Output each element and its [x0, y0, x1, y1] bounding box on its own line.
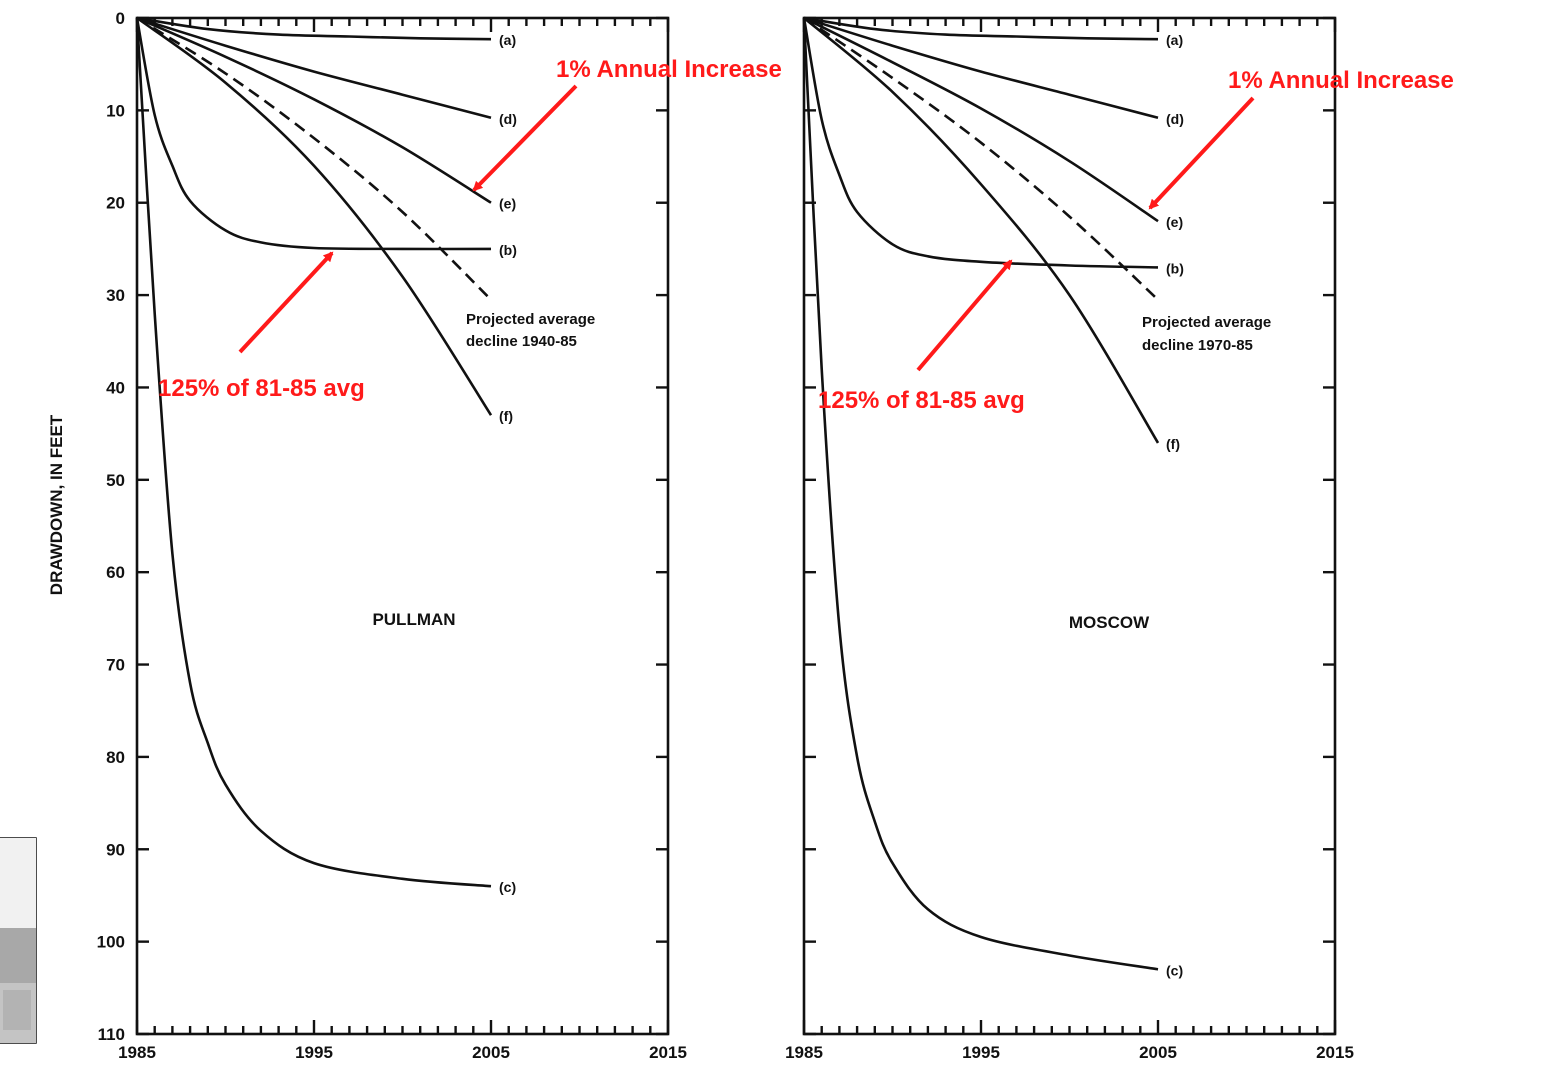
- series-line: [135, 17, 492, 251]
- y-tick-label: 50: [106, 471, 125, 490]
- series-line: [136, 16, 492, 120]
- photo-thumbnail: [0, 837, 37, 1044]
- series-label: (e): [1166, 214, 1183, 230]
- plot-frame: [135, 16, 670, 1036]
- y-tick-label: 100: [97, 933, 125, 952]
- series-line: [136, 16, 492, 301]
- x-tick-label: 1985: [785, 1043, 823, 1062]
- y-tick-label: 20: [106, 194, 125, 213]
- plot-frame: [802, 16, 1337, 1036]
- series-line: [803, 17, 1160, 444]
- series-label: (c): [1166, 962, 1183, 978]
- chart-panel-pullman: 0 10 20 30 40 50 60 70 80 90 100 110 1985 1995 2005 20…: [97, 9, 782, 1062]
- series-line: [802, 17, 1159, 269]
- series-label: (b): [1166, 260, 1184, 276]
- series-label: (e): [499, 196, 516, 212]
- series-label: (d): [1166, 111, 1184, 127]
- y-tick-label: 80: [106, 748, 125, 767]
- note-line-2: decline 1970-85: [1142, 337, 1253, 354]
- series-line: [803, 16, 1159, 120]
- series-labels: (a) (d) (e) (b) (f) (c): [499, 32, 517, 895]
- series-line: [803, 16, 1159, 223]
- annotation-annual-increase: 1% Annual Increase: [1228, 67, 1454, 94]
- annotation-arrow-125-percent: [916, 259, 1013, 372]
- x-tick-labels: 1985 1995 2005 2015: [118, 1043, 687, 1062]
- x-tick-label: 1985: [118, 1043, 156, 1062]
- series-label: (c): [499, 879, 516, 895]
- series-label: (b): [499, 242, 517, 258]
- series-label: (f): [1166, 436, 1180, 452]
- y-tick-label: 40: [106, 378, 125, 397]
- series-line: [136, 16, 492, 41]
- y-tick-labels: 0 10 20 30 40 50 60 70 80 90 100 110: [97, 9, 125, 1044]
- y-axis-label: DRAWDOWN, IN FEET: [47, 414, 66, 595]
- x-tick-label: 2015: [649, 1043, 687, 1062]
- series-lines: [802, 16, 1160, 971]
- series-label: (a): [1166, 32, 1183, 48]
- y-tick-label: 30: [106, 286, 125, 305]
- series-line: [803, 16, 1159, 41]
- series-label: (a): [499, 32, 516, 48]
- x-tick-label: 2005: [472, 1043, 510, 1062]
- series-label: (d): [499, 111, 517, 127]
- y-tick-label: 0: [116, 9, 125, 28]
- x-tick-label: 1995: [295, 1043, 333, 1062]
- note-line-2: decline 1940-85: [466, 333, 577, 350]
- series-label: (f): [499, 408, 513, 424]
- tick-marks: [135, 16, 670, 1036]
- panel-title: PULLMAN: [372, 610, 455, 629]
- y-tick-label: 110: [98, 1025, 125, 1044]
- y-tick-label: 70: [106, 656, 125, 675]
- x-tick-labels: 1985 1995 2005 2015: [785, 1043, 1354, 1062]
- x-tick-label: 1995: [962, 1043, 1000, 1062]
- y-tick-label: 60: [106, 563, 125, 582]
- panel-title: MOSCOW: [1069, 613, 1150, 632]
- y-tick-label: 90: [106, 840, 125, 859]
- note-line-1: Projected average: [1142, 314, 1271, 331]
- series-line: [802, 17, 1159, 971]
- series-line: [136, 16, 492, 204]
- note-line-1: Projected average: [466, 311, 595, 328]
- annotation-125-percent: 125% of 81-85 avg: [818, 387, 1025, 414]
- chart-panel-moscow: 1985 1995 2005 2015 (a) (d) (e) (b) (f) (c) MOSC…: [785, 16, 1454, 1062]
- series-lines: [135, 16, 493, 888]
- tick-marks: [802, 16, 1337, 1036]
- series-line: [136, 16, 493, 416]
- series-line: [803, 16, 1159, 301]
- series-line: [135, 17, 492, 888]
- x-tick-label: 2005: [1139, 1043, 1177, 1062]
- annotation-annual-increase: 1% Annual Increase: [556, 56, 782, 83]
- annotation-arrow-annual-increase: [472, 84, 578, 192]
- annotation-arrow-125-percent: [238, 251, 334, 354]
- annotation-arrow-annual-increase: [1148, 96, 1255, 210]
- series-labels: (a) (d) (e) (b) (f) (c): [1166, 32, 1184, 978]
- annotation-125-percent: 125% of 81-85 avg: [158, 375, 365, 402]
- y-tick-label: 10: [106, 101, 125, 120]
- x-tick-label: 2015: [1316, 1043, 1354, 1062]
